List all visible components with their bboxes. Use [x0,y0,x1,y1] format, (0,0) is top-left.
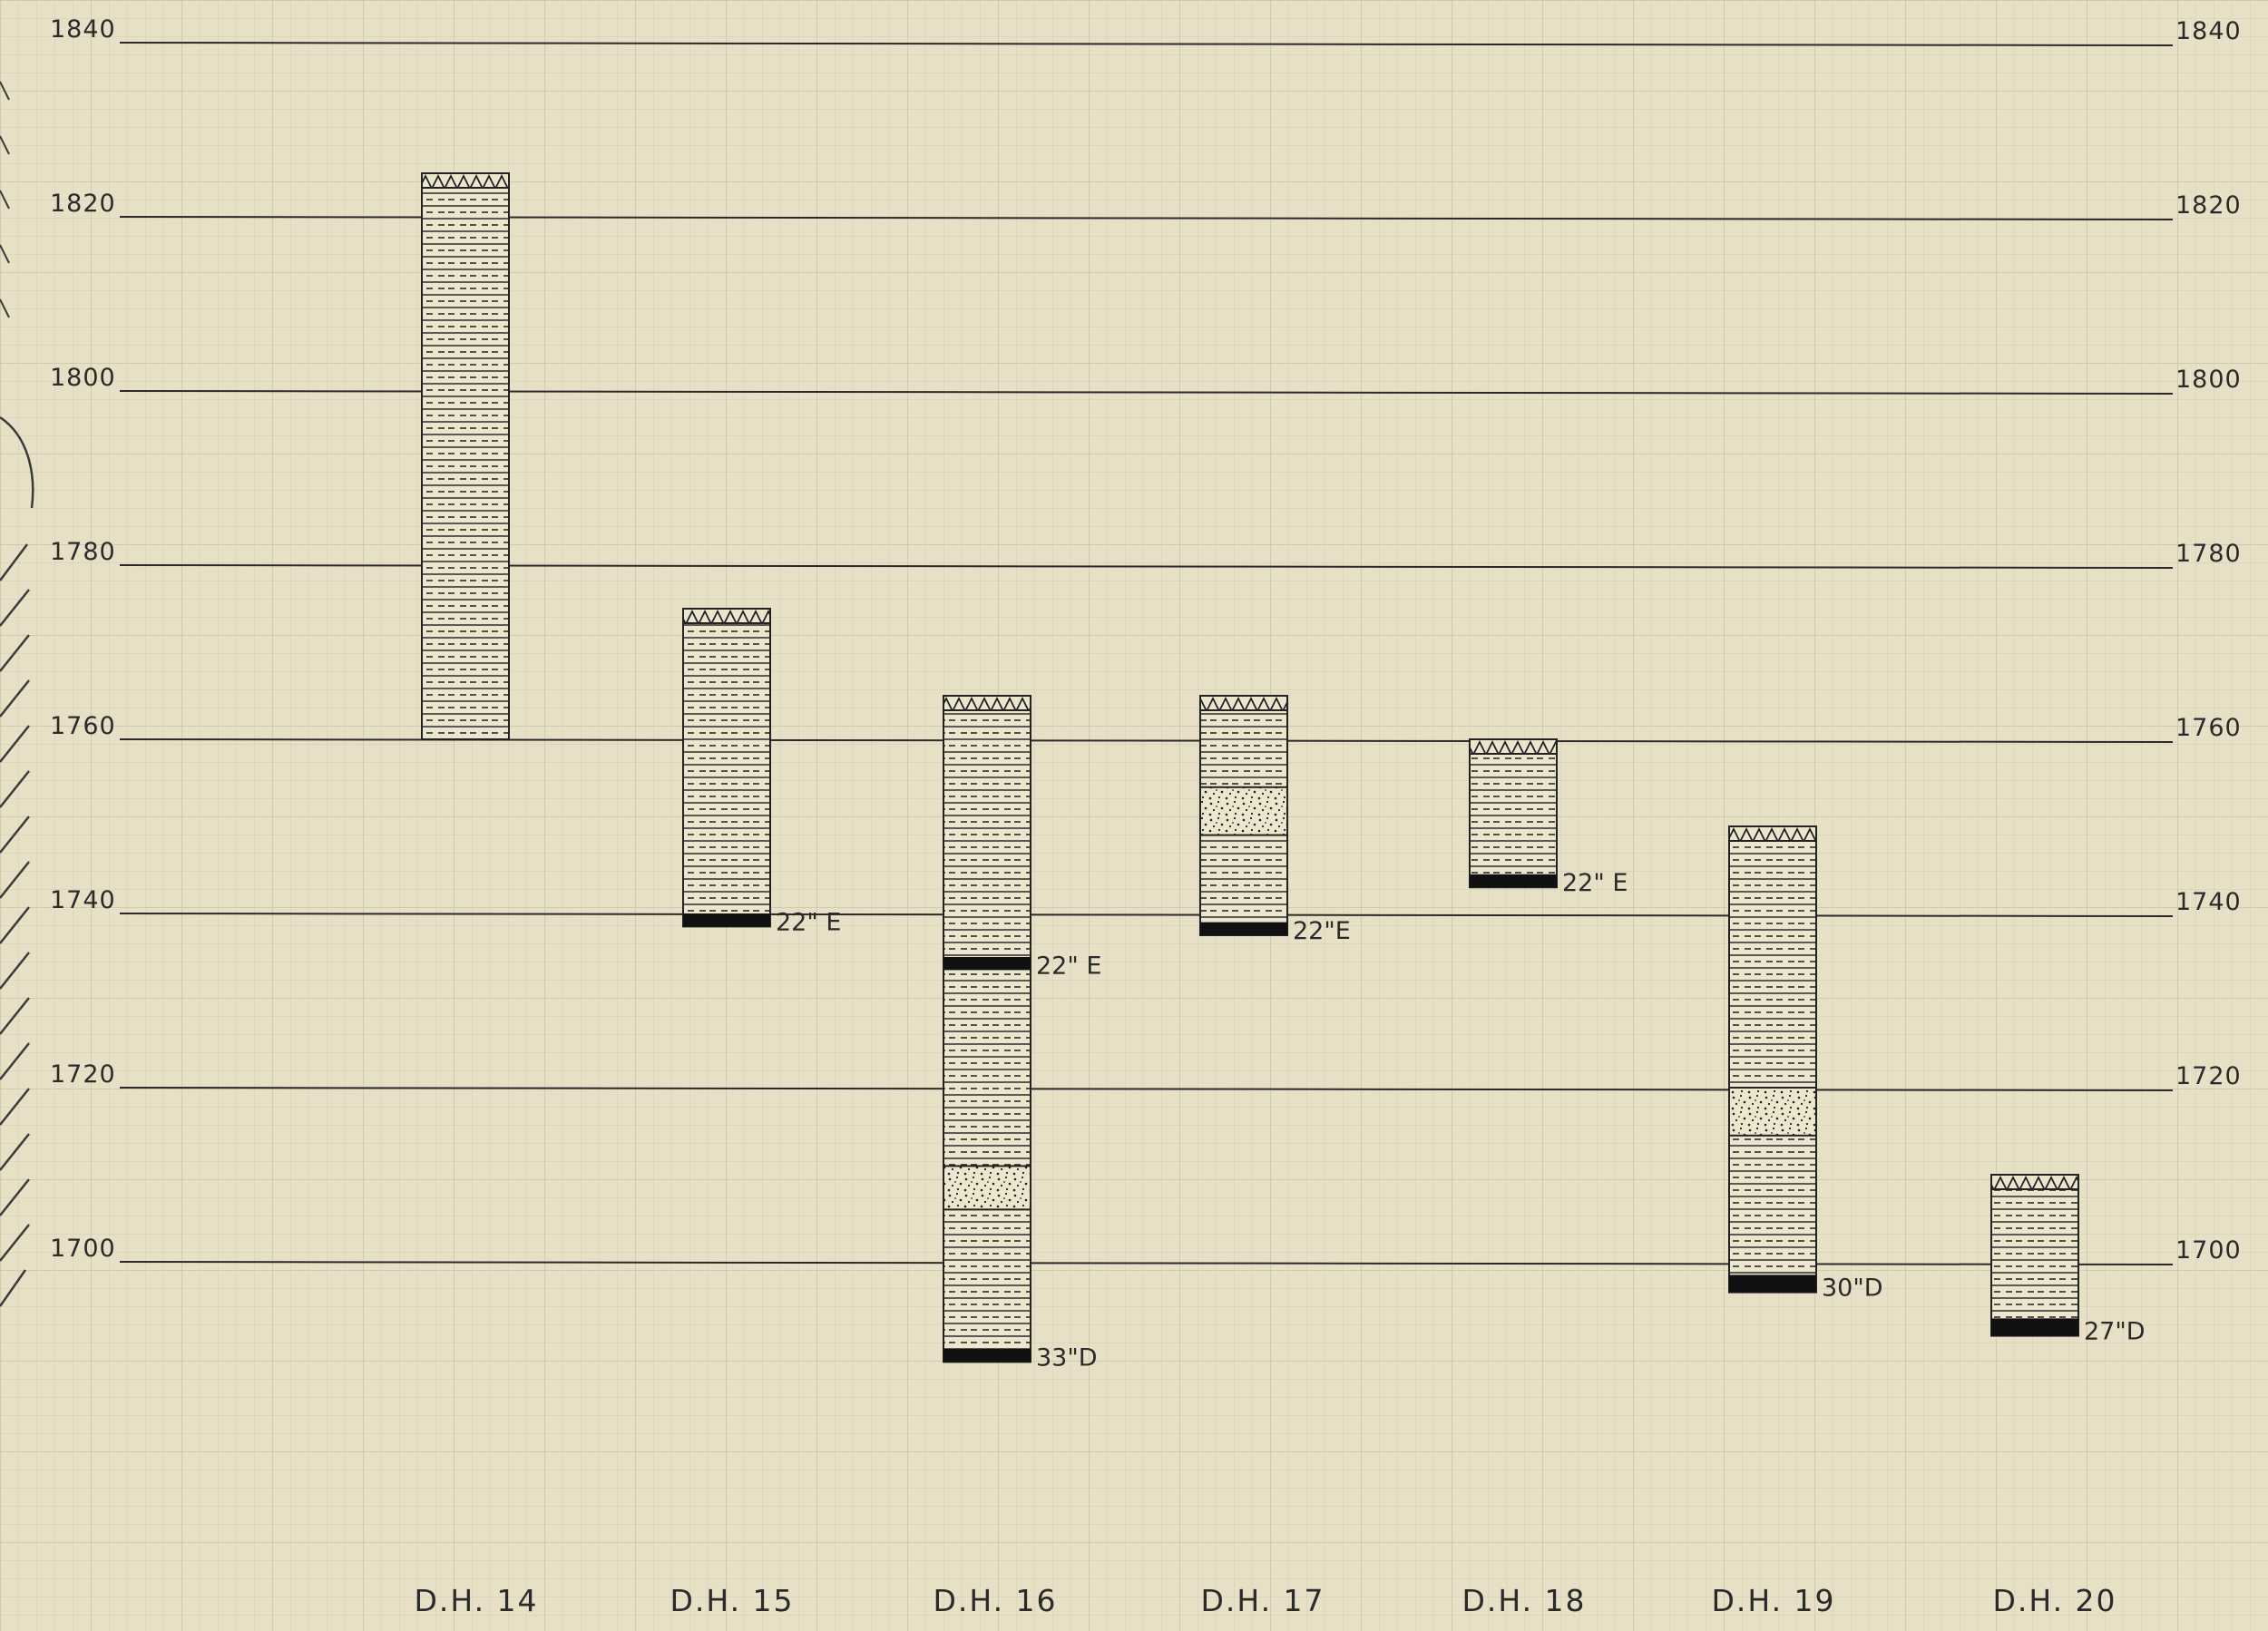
shale-column [1469,738,1558,889]
drill-hole-19: 30"D D.H. 19 [1711,825,1883,1618]
coal-seam-label: 30"D [1822,1275,1883,1303]
surface-cap [682,608,771,624]
elevation-tick-right: 1800 [2175,366,2242,394]
coal-seam-label: 22" E [776,908,841,936]
elevation-tick-left: 1740 [50,886,116,914]
sandstone-band [1728,1087,1817,1137]
upper-coal-seam [943,957,1031,971]
elevation-tick-left: 1760 [50,712,116,740]
sandstone-band [1199,786,1288,836]
elevation-tick-left: 1840 [50,15,116,44]
edge-sketch-hatching [0,81,34,1307]
drill-hole-label: D.H. 15 [670,1583,794,1618]
elevation-line [119,42,2174,46]
coal-seam-label: 27"D [2084,1318,2146,1346]
elevation-line [119,913,2174,917]
elevation-tick-right: 1700 [2175,1236,2242,1265]
surface-cap [1728,825,1817,842]
coal-seam [1991,1318,2078,1336]
upper-coal-seam-label: 22" E [1036,952,1101,980]
shale-column [682,608,771,928]
coal-seam [1200,922,1287,935]
elevation-tick-left: 1820 [50,190,116,218]
drill-hole-18: 22" E D.H. 18 [1461,738,1628,1618]
drill-hole-16: 22" E 33"D D.H. 16 [933,695,1101,1618]
elevation-tick-right: 1720 [2175,1062,2242,1090]
drill-hole-17: 22"E D.H. 17 [1199,695,1351,1618]
shale-column [421,172,510,740]
coal-seam [683,913,770,927]
drill-hole-label: D.H. 20 [1992,1583,2116,1618]
drill-hole-label: D.H. 16 [933,1583,1057,1618]
drill-hole-label: D.H. 14 [414,1583,538,1618]
drill-hole-14: D.H. 14 [414,172,538,1618]
coal-seam [1729,1275,1816,1293]
elevation-tick-left: 1700 [50,1235,116,1263]
coal-seam-label: 22"E [1293,917,1351,945]
coal-seam [943,1349,1031,1362]
sandstone-band [943,1165,1031,1211]
coal-seam-label: 33"D [1036,1343,1098,1372]
elevation-tick-left: 1780 [50,538,116,566]
elevation-tick-left: 1720 [50,1060,116,1089]
surface-cap [421,172,510,189]
elevation-tick-right: 1840 [2175,17,2242,45]
drill-hole-label: D.H. 19 [1711,1583,1835,1618]
elevation-tick-right: 1760 [2175,714,2242,742]
surface-cap [1199,695,1288,711]
shale-column [1990,1174,2079,1337]
coal-seam-label: 22" E [1562,869,1628,897]
surface-cap [1990,1174,2079,1190]
elevation-line [119,1087,2174,1091]
elevation-tick-left: 1800 [50,364,116,392]
drill-hole-columns: D.H. 14 22" E D.H. 15 22" E 33"D D.H. 16 22"E D… [414,172,2146,1618]
elevation-line [119,1261,2174,1265]
elevation-tick-right: 1780 [2175,540,2242,568]
shale-column [943,695,1031,1363]
shale-column [1728,825,1817,1294]
drill-hole-label: D.H. 17 [1200,1583,1325,1618]
coal-seam [1470,874,1557,888]
elevation-axis-right: 1840 1820 1800 1780 1760 1740 1720 1700 [2175,17,2242,1265]
surface-cap [1469,738,1558,755]
elevation-axis-left: 1840 1820 1800 1780 1760 1740 1720 1700 [50,15,116,1263]
elevation-tick-right: 1820 [2175,191,2242,220]
drill-hole-20: 27"D D.H. 20 [1990,1174,2146,1618]
drill-hole-label: D.H. 18 [1461,1583,1586,1618]
drill-hole-15: 22" E D.H. 15 [670,608,841,1618]
elevation-tick-right: 1740 [2175,888,2242,916]
surface-cap [943,695,1031,711]
